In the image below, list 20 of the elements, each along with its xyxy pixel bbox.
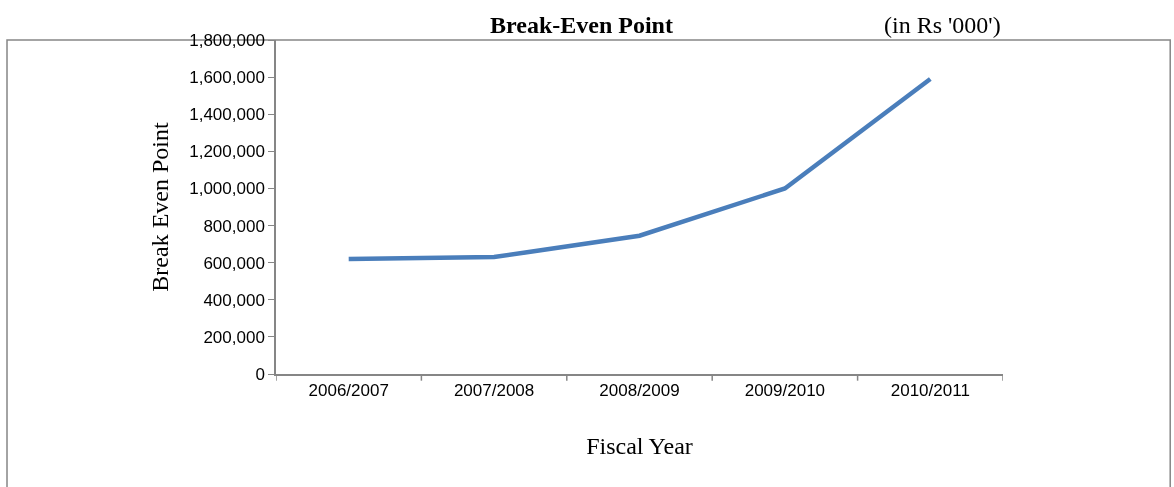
x-tick-label: 2010/2011 <box>890 381 970 401</box>
y-tick-label: 1,200,000 <box>189 142 265 162</box>
x-tick-label: 2009/2010 <box>744 381 826 401</box>
x-tick-label: 2007/2008 <box>453 381 535 401</box>
x-tick-label: 2008/2009 <box>599 381 680 401</box>
y-tick-label: 1,000,000 <box>189 179 265 199</box>
y-tick-label: 1,600,000 <box>189 68 265 88</box>
y-tick-label: 600,000 <box>203 253 265 273</box>
y-tick-label: 200,000 <box>203 327 265 347</box>
y-tick-label: 400,000 <box>203 290 265 310</box>
y-tick-label: 0 <box>255 364 265 384</box>
y-axis-title: Break Even Point <box>146 122 173 292</box>
chart-subtitle: (in Rs '000') <box>884 12 1001 38</box>
chart-title: Break-Even Point <box>490 12 673 38</box>
y-tick-label: 800,000 <box>203 216 265 236</box>
y-tick-label: 1,400,000 <box>189 105 265 125</box>
y-tick-label: 1,800,000 <box>189 30 265 50</box>
x-tick-label: 2006/2007 <box>308 381 389 401</box>
x-axis-title: Fiscal Year <box>586 432 693 459</box>
line-series <box>346 76 933 262</box>
